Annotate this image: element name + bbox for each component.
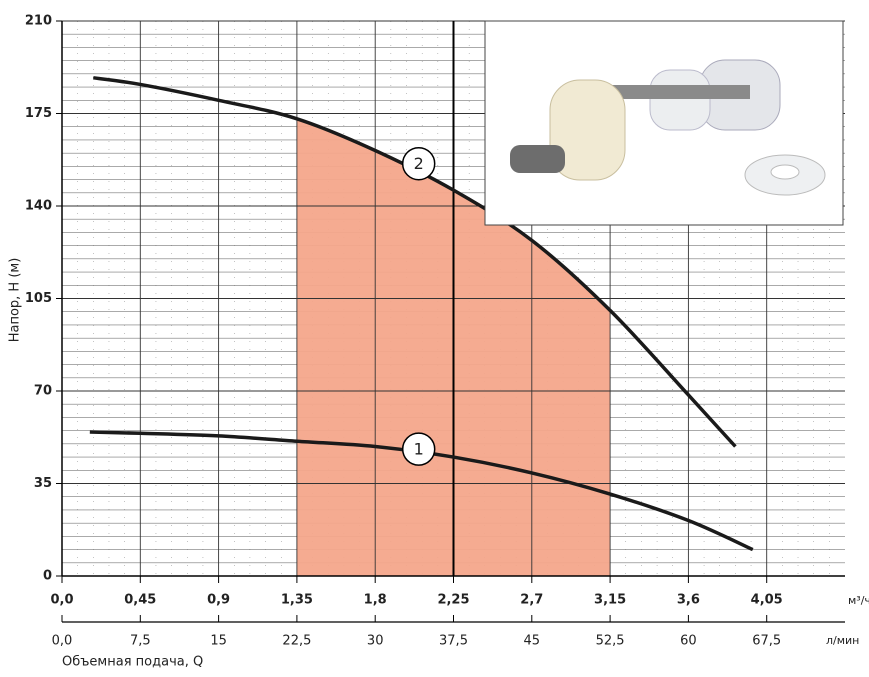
x2-tick-label: 22,5 [282,634,311,649]
x-tick-label: 3,15 [594,593,626,608]
x-tick-label: 1,8 [364,593,387,608]
chart: 1 2 Напор, Н (м) м³/ч л/мин Объемная пода… [0,0,869,673]
x2-tick-label: 30 [367,634,384,649]
x2-tick-label: 45 [524,634,541,649]
x2-tick-label: 37,5 [439,634,468,649]
x2-axis-label: Объемная подача, Q [62,655,203,670]
x-tick-label: 0,0 [50,593,73,608]
x-unit: м³/ч [848,594,869,607]
curve-label: 2 [414,154,424,173]
x-tick-label: 2,25 [437,593,469,608]
x2-unit: л/мин [826,634,859,647]
y-tick-label: 210 [25,14,52,29]
product-photo [485,21,843,225]
x2-tick-label: 60 [680,634,697,649]
x-tick-label: 0,45 [124,593,156,608]
x2-tick-label: 15 [210,634,227,649]
x-tick-label: 0,9 [207,593,230,608]
y-tick-label: 35 [34,476,52,491]
curve-label: 1 [414,440,424,459]
x2-tick-label: 52,5 [596,634,625,649]
x2-tick-label: 7,5 [130,634,151,649]
y-tick-label: 105 [25,291,52,306]
y-tick-label: 70 [34,384,52,399]
x-tick-label: 1,35 [281,593,313,608]
y-tick-label: 140 [25,199,52,214]
y-tick-label: 0 [43,569,52,584]
x-tick-label: 3,6 [677,593,700,608]
x2-tick-label: 67,5 [752,634,781,649]
x-tick-label: 4,05 [751,593,783,608]
y-tick-label: 175 [25,106,52,121]
x-tick-label: 2,7 [520,593,543,608]
x2-tick-label: 0,0 [52,634,73,649]
y-axis-label: Напор, Н (м) [8,258,23,343]
